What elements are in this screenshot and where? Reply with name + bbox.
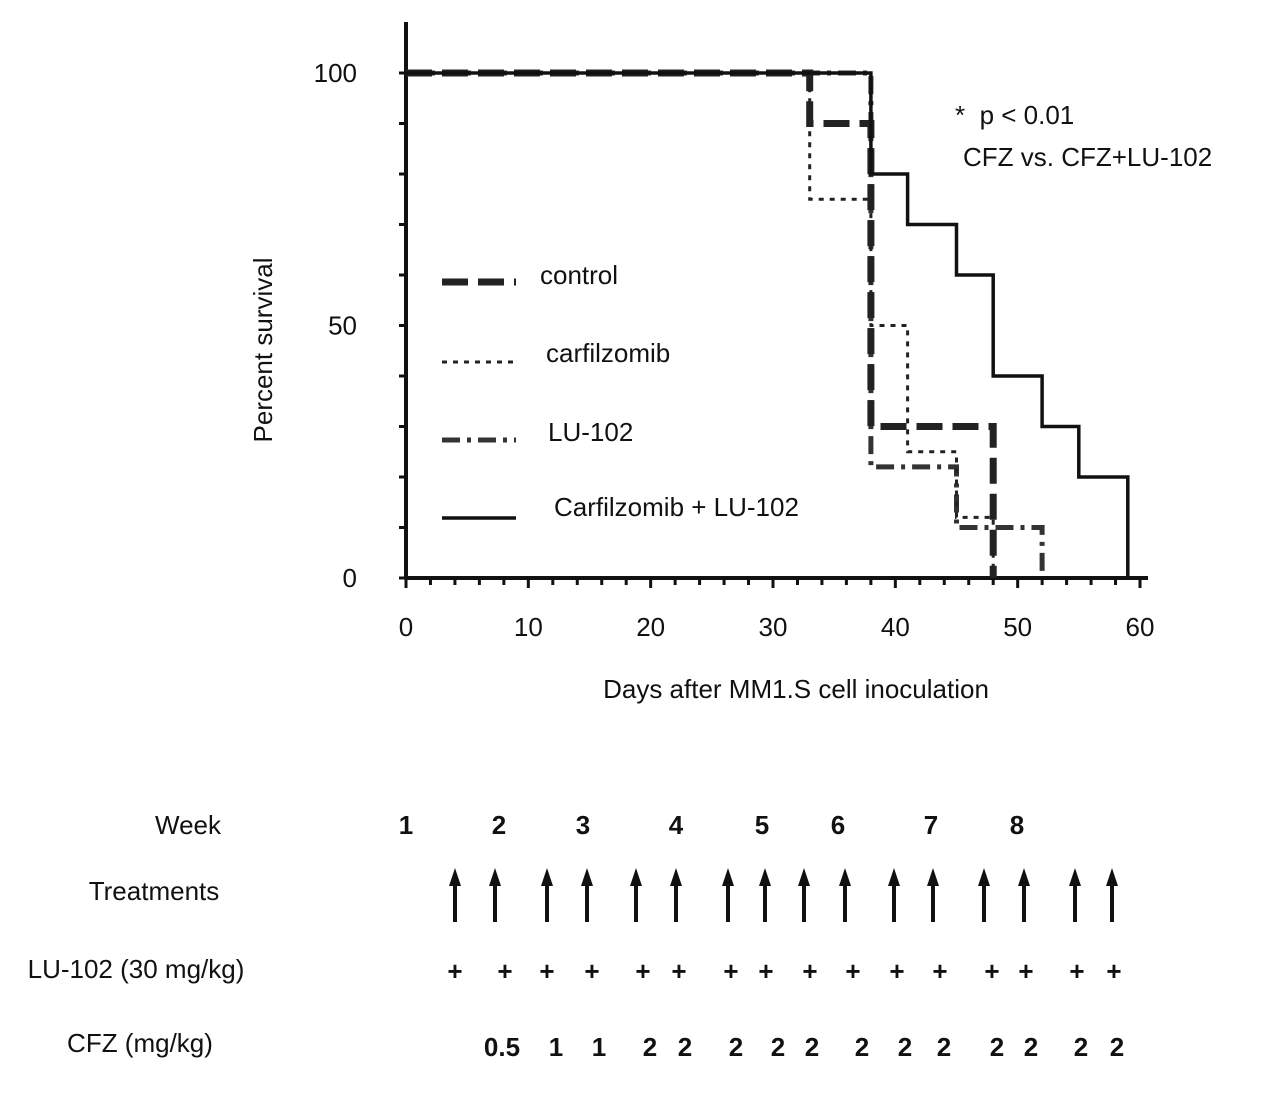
y-tick-label: 0 xyxy=(343,563,357,593)
lu102-plus-row: + + + + + + + + + + + + + + + + xyxy=(447,956,1121,986)
week-number: 2 xyxy=(492,810,506,840)
treatment-arrow xyxy=(722,868,734,922)
cfz-dose: 2 xyxy=(729,1032,743,1062)
cfz-dose: 2 xyxy=(643,1032,657,1062)
cfz-dose: 2 xyxy=(771,1032,785,1062)
week-number: 4 xyxy=(669,810,684,840)
y-tick-label: 50 xyxy=(328,311,357,341)
week-row-label: Week xyxy=(155,810,222,840)
legend-label-lu-102: LU-102 xyxy=(548,417,633,447)
treatment-arrow xyxy=(1069,868,1081,922)
treatment-arrows-row xyxy=(449,868,1118,922)
cfz-dose: 2 xyxy=(805,1032,819,1062)
cfz-dose: 1 xyxy=(592,1032,606,1062)
treatment-arrow xyxy=(759,868,771,922)
x-tick-label: 40 xyxy=(881,612,910,642)
x-axis-label: Days after MM1.S cell inoculation xyxy=(603,674,989,704)
lu102-dose-mark: + xyxy=(1106,956,1121,986)
lu102-dose-mark: + xyxy=(845,956,860,986)
week-number: 7 xyxy=(924,810,938,840)
lu102-dose-mark: + xyxy=(671,956,686,986)
week-row: 1 2 3 4 5 6 7 8 xyxy=(399,810,1024,840)
cfz-dose: 2 xyxy=(855,1032,869,1062)
cfz-dose: 2 xyxy=(1024,1032,1038,1062)
legend: control carfilzomib LU-102 Carfilzomib + LU… xyxy=(442,260,799,522)
lu102-dose-mark: + xyxy=(932,956,947,986)
treatment-arrow xyxy=(839,868,851,922)
treatment-arrow xyxy=(489,868,501,922)
x-tick-label: 0 xyxy=(399,612,413,642)
cfz-dose: 2 xyxy=(678,1032,692,1062)
cfz-dose: 1 xyxy=(549,1032,563,1062)
lu102-row-label: LU-102 (30 mg/kg) xyxy=(28,954,245,984)
cfz-dose: 2 xyxy=(1110,1032,1124,1062)
lu102-dose-mark: + xyxy=(984,956,999,986)
series-line-carfilzomib-lu-102 xyxy=(406,71,1130,578)
x-tick-label: 60 xyxy=(1126,612,1155,642)
lu102-dose-mark: + xyxy=(802,956,817,986)
cfz-row-label: CFZ (mg/kg) xyxy=(67,1028,213,1058)
treatment-arrow xyxy=(927,868,939,922)
treatments-row-label: Treatments xyxy=(89,876,220,906)
series-line-lu-102 xyxy=(406,70,1045,578)
legend-label-carfilzomib-lu-102: Carfilzomib + LU-102 xyxy=(554,492,799,522)
treatment-arrow xyxy=(1106,868,1118,922)
x-tick-label: 10 xyxy=(514,612,543,642)
week-number: 6 xyxy=(831,810,845,840)
lu102-dose-mark: + xyxy=(758,956,773,986)
treatment-arrow xyxy=(798,868,810,922)
treatment-arrow xyxy=(630,868,642,922)
lu102-dose-mark: + xyxy=(889,956,904,986)
treatment-arrow xyxy=(1018,868,1030,922)
legend-label-control: control xyxy=(540,260,618,290)
lu102-dose-mark: + xyxy=(723,956,738,986)
lu102-dose-mark: + xyxy=(635,956,650,986)
x-tick-label: 50 xyxy=(1003,612,1032,642)
treatment-arrow xyxy=(888,868,900,922)
axes: 0 50 100 0 10 20 30 40 50 60 xyxy=(314,22,1155,642)
cfz-dose: 0.5 xyxy=(484,1032,520,1062)
y-axis-label: Percent survival xyxy=(248,258,278,443)
lu102-dose-mark: + xyxy=(497,956,512,986)
survival-plot: 0 50 100 0 10 20 30 40 50 60 control carfilzomib LU… xyxy=(248,22,1212,704)
lu102-dose-mark: + xyxy=(1018,956,1033,986)
annotation-line-2: CFZ vs. CFZ+LU-102 xyxy=(963,142,1212,172)
lu102-dose-mark: + xyxy=(447,956,462,986)
lu102-dose-mark: + xyxy=(584,956,599,986)
lu102-dose-mark: + xyxy=(539,956,554,986)
cfz-dose: 2 xyxy=(1074,1032,1088,1062)
cfz-dose: 2 xyxy=(937,1032,951,1062)
treatment-schedule: Week Treatments LU-102 (30 mg/kg) CFZ (m… xyxy=(28,810,1125,1062)
cfz-dose: 2 xyxy=(990,1032,1004,1062)
y-tick-label: 100 xyxy=(314,58,357,88)
week-number: 1 xyxy=(399,810,413,840)
week-number: 8 xyxy=(1010,810,1024,840)
x-tick-label: 20 xyxy=(636,612,665,642)
treatment-arrow xyxy=(581,868,593,922)
series-line-carfilzomib xyxy=(406,71,995,578)
treatment-arrow xyxy=(541,868,553,922)
treatment-arrow xyxy=(978,868,990,922)
week-number: 3 xyxy=(576,810,590,840)
treatment-arrow xyxy=(449,868,461,922)
cfz-dose: 2 xyxy=(898,1032,912,1062)
x-tick-label: 30 xyxy=(759,612,788,642)
legend-label-carfilzomib: carfilzomib xyxy=(546,338,670,368)
series-layer xyxy=(406,69,1130,578)
lu102-dose-mark: + xyxy=(1069,956,1084,986)
treatment-arrow xyxy=(670,868,682,922)
week-number: 5 xyxy=(755,810,769,840)
cfz-dose-row: 0.5 1 1 2 2 2 2 2 2 2 2 2 2 2 2 xyxy=(484,1032,1124,1062)
annotation-line-1: * p < 0.01 xyxy=(955,100,1074,130)
